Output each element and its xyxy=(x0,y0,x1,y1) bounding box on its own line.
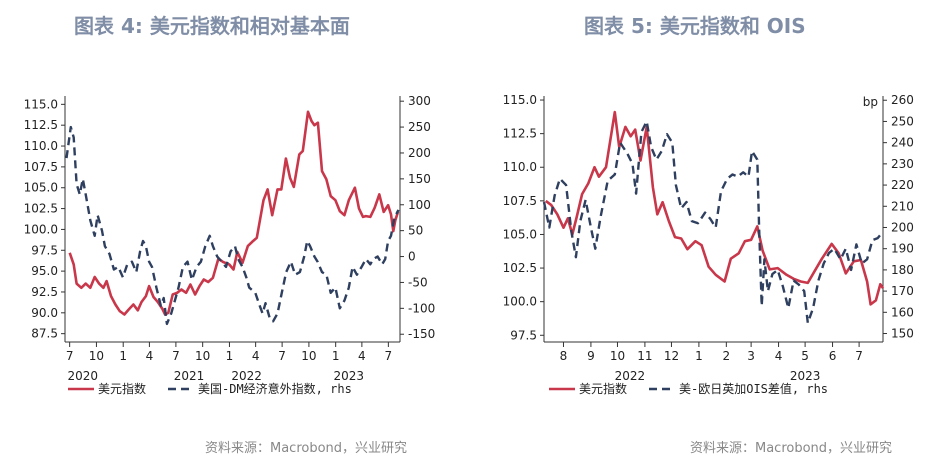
y-left-tick-label: 102.5 xyxy=(503,261,537,275)
x-month-label: 7 xyxy=(172,349,180,363)
x-month-label: 7 xyxy=(855,349,863,363)
y-left-tick-label: 100.0 xyxy=(24,222,58,236)
y-left-tick-label: 107.5 xyxy=(24,160,58,174)
x-month-label: 4 xyxy=(358,349,366,363)
y-right-tick-label: -50 xyxy=(408,275,428,289)
y-left-tick-label: 107.5 xyxy=(503,194,537,208)
x-month-label: 1 xyxy=(119,349,127,363)
y-left-tick-label: 105.0 xyxy=(503,227,537,241)
chart-2: 115.0 112.5 110.0 107.5 105.0 102.5 100.0 97.5 2… xyxy=(503,93,914,396)
x-year-label: 2023 xyxy=(790,369,821,383)
x-month-label: 12 xyxy=(664,349,679,363)
x-month-label: 7 xyxy=(66,349,74,363)
x-month-label: 10 xyxy=(89,349,104,363)
y-right-tick-label: 240 xyxy=(891,136,914,150)
x-year-label: 2020 xyxy=(67,369,98,383)
chart-1: 115.0 112.5 110.0 107.5 105.0 102.5 100.0 97.5 9… xyxy=(24,94,436,396)
y-left-tick-label: 100.0 xyxy=(503,295,537,309)
y-right-tick-label: 250 xyxy=(891,114,914,128)
y-left-tick-label: 115.0 xyxy=(503,93,537,107)
y-left-tick-label: 90.0 xyxy=(31,306,58,320)
x-year-label: 2023 xyxy=(334,369,365,383)
legend: 美元指数 美-欧日英加OIS差值, rhs xyxy=(549,381,828,396)
y-right-tick-label: 0 xyxy=(408,250,416,264)
y-right-tick-label: 300 xyxy=(408,94,431,108)
y-right-tick-label: -150 xyxy=(408,327,435,341)
y-right-tick-label: -100 xyxy=(408,301,435,315)
y-right-unit-label: bp xyxy=(863,95,878,109)
y-right-tick-label: 210 xyxy=(891,199,914,213)
series-line-dxy xyxy=(68,110,400,316)
y-right-tick-label: 250 xyxy=(408,120,431,134)
x-month-label: 7 xyxy=(385,349,393,363)
legend: 美元指数 美国-DM经济意外指数, rhs xyxy=(68,381,352,396)
x-month-label: 3 xyxy=(747,349,755,363)
y-left-tick-label: 110.0 xyxy=(503,160,537,174)
y-right-tick-label: 150 xyxy=(891,327,914,341)
y-left-tick-label: 112.5 xyxy=(503,127,537,141)
y-left-tick-label: 97.5 xyxy=(510,328,537,342)
legend-label: 美元指数 xyxy=(98,381,146,396)
y-left-tick-label: 115.0 xyxy=(24,97,58,111)
y-left-tick-label: 105.0 xyxy=(24,181,58,195)
y-left-tick-label: 102.5 xyxy=(24,202,58,216)
y-right-tick-label: 190 xyxy=(891,242,914,256)
y-right-tick-label: 100 xyxy=(408,198,431,212)
y-left-tick-label: 92.5 xyxy=(31,285,58,299)
y-right-tick-label: 150 xyxy=(408,172,431,186)
charts-canvas: 115.0 112.5 110.0 107.5 105.0 102.5 100.0 97.5 9… xyxy=(24,93,914,396)
x-month-label: 6 xyxy=(829,349,837,363)
y-right-tick-label: 50 xyxy=(408,224,423,238)
legend-label: 美-欧日英加OIS差值, rhs xyxy=(679,381,828,396)
y-right-tick-label: 170 xyxy=(891,284,914,298)
y-left-tick-label: 87.5 xyxy=(31,327,58,341)
x-month-label: 9 xyxy=(587,349,595,363)
y-left-tick-label: 110.0 xyxy=(24,139,58,153)
x-month-label: 11 xyxy=(637,349,652,363)
y-right-tick-label: 200 xyxy=(891,220,914,234)
x-month-label: 8 xyxy=(560,349,568,363)
x-month-label: 4 xyxy=(252,349,260,363)
series-line-dxy xyxy=(545,110,885,306)
y-right-tick-label: 200 xyxy=(408,146,431,160)
chart-title-right: 图表 5: 美元指数和 OIS xyxy=(584,14,806,38)
y-right-tick-label: 160 xyxy=(891,305,914,319)
source-note-right: 资料来源：Macrobond，兴业研究 xyxy=(690,441,893,456)
series-line-spread xyxy=(65,125,400,326)
x-month-label: 10 xyxy=(301,349,316,363)
x-month-label: 10 xyxy=(195,349,210,363)
y-left-tick-label: 95.0 xyxy=(31,264,58,278)
series-line-spread xyxy=(542,120,884,325)
y-left-tick-label: 112.5 xyxy=(24,118,58,132)
x-year-label: 2021 xyxy=(174,369,205,383)
y-right-tick-label: 230 xyxy=(891,157,914,171)
x-year-label: 2022 xyxy=(231,369,262,383)
x-month-label: 4 xyxy=(775,349,783,363)
x-month-label: 7 xyxy=(278,349,286,363)
y-left-tick-label: 97.5 xyxy=(31,243,58,257)
x-month-label: 5 xyxy=(801,349,809,363)
x-month-label: 1 xyxy=(226,349,234,363)
legend-label: 美国-DM经济意外指数, rhs xyxy=(198,381,352,396)
x-month-label: 10 xyxy=(610,349,625,363)
source-note-left: 资料来源：Macrobond，兴业研究 xyxy=(205,441,408,456)
y-right-tick-label: 180 xyxy=(891,263,914,277)
y-right-tick-label: 220 xyxy=(891,178,914,192)
legend-label: 美元指数 xyxy=(579,381,627,396)
x-month-label: 4 xyxy=(146,349,154,363)
x-month-label: 1 xyxy=(695,349,703,363)
y-right-tick-label: 260 xyxy=(891,93,914,107)
x-month-label: 2 xyxy=(723,349,731,363)
chart-title-left: 图表 4: 美元指数和相对基本面 xyxy=(74,14,350,38)
x-month-label: 1 xyxy=(332,349,340,363)
x-year-label: 2022 xyxy=(615,369,646,383)
